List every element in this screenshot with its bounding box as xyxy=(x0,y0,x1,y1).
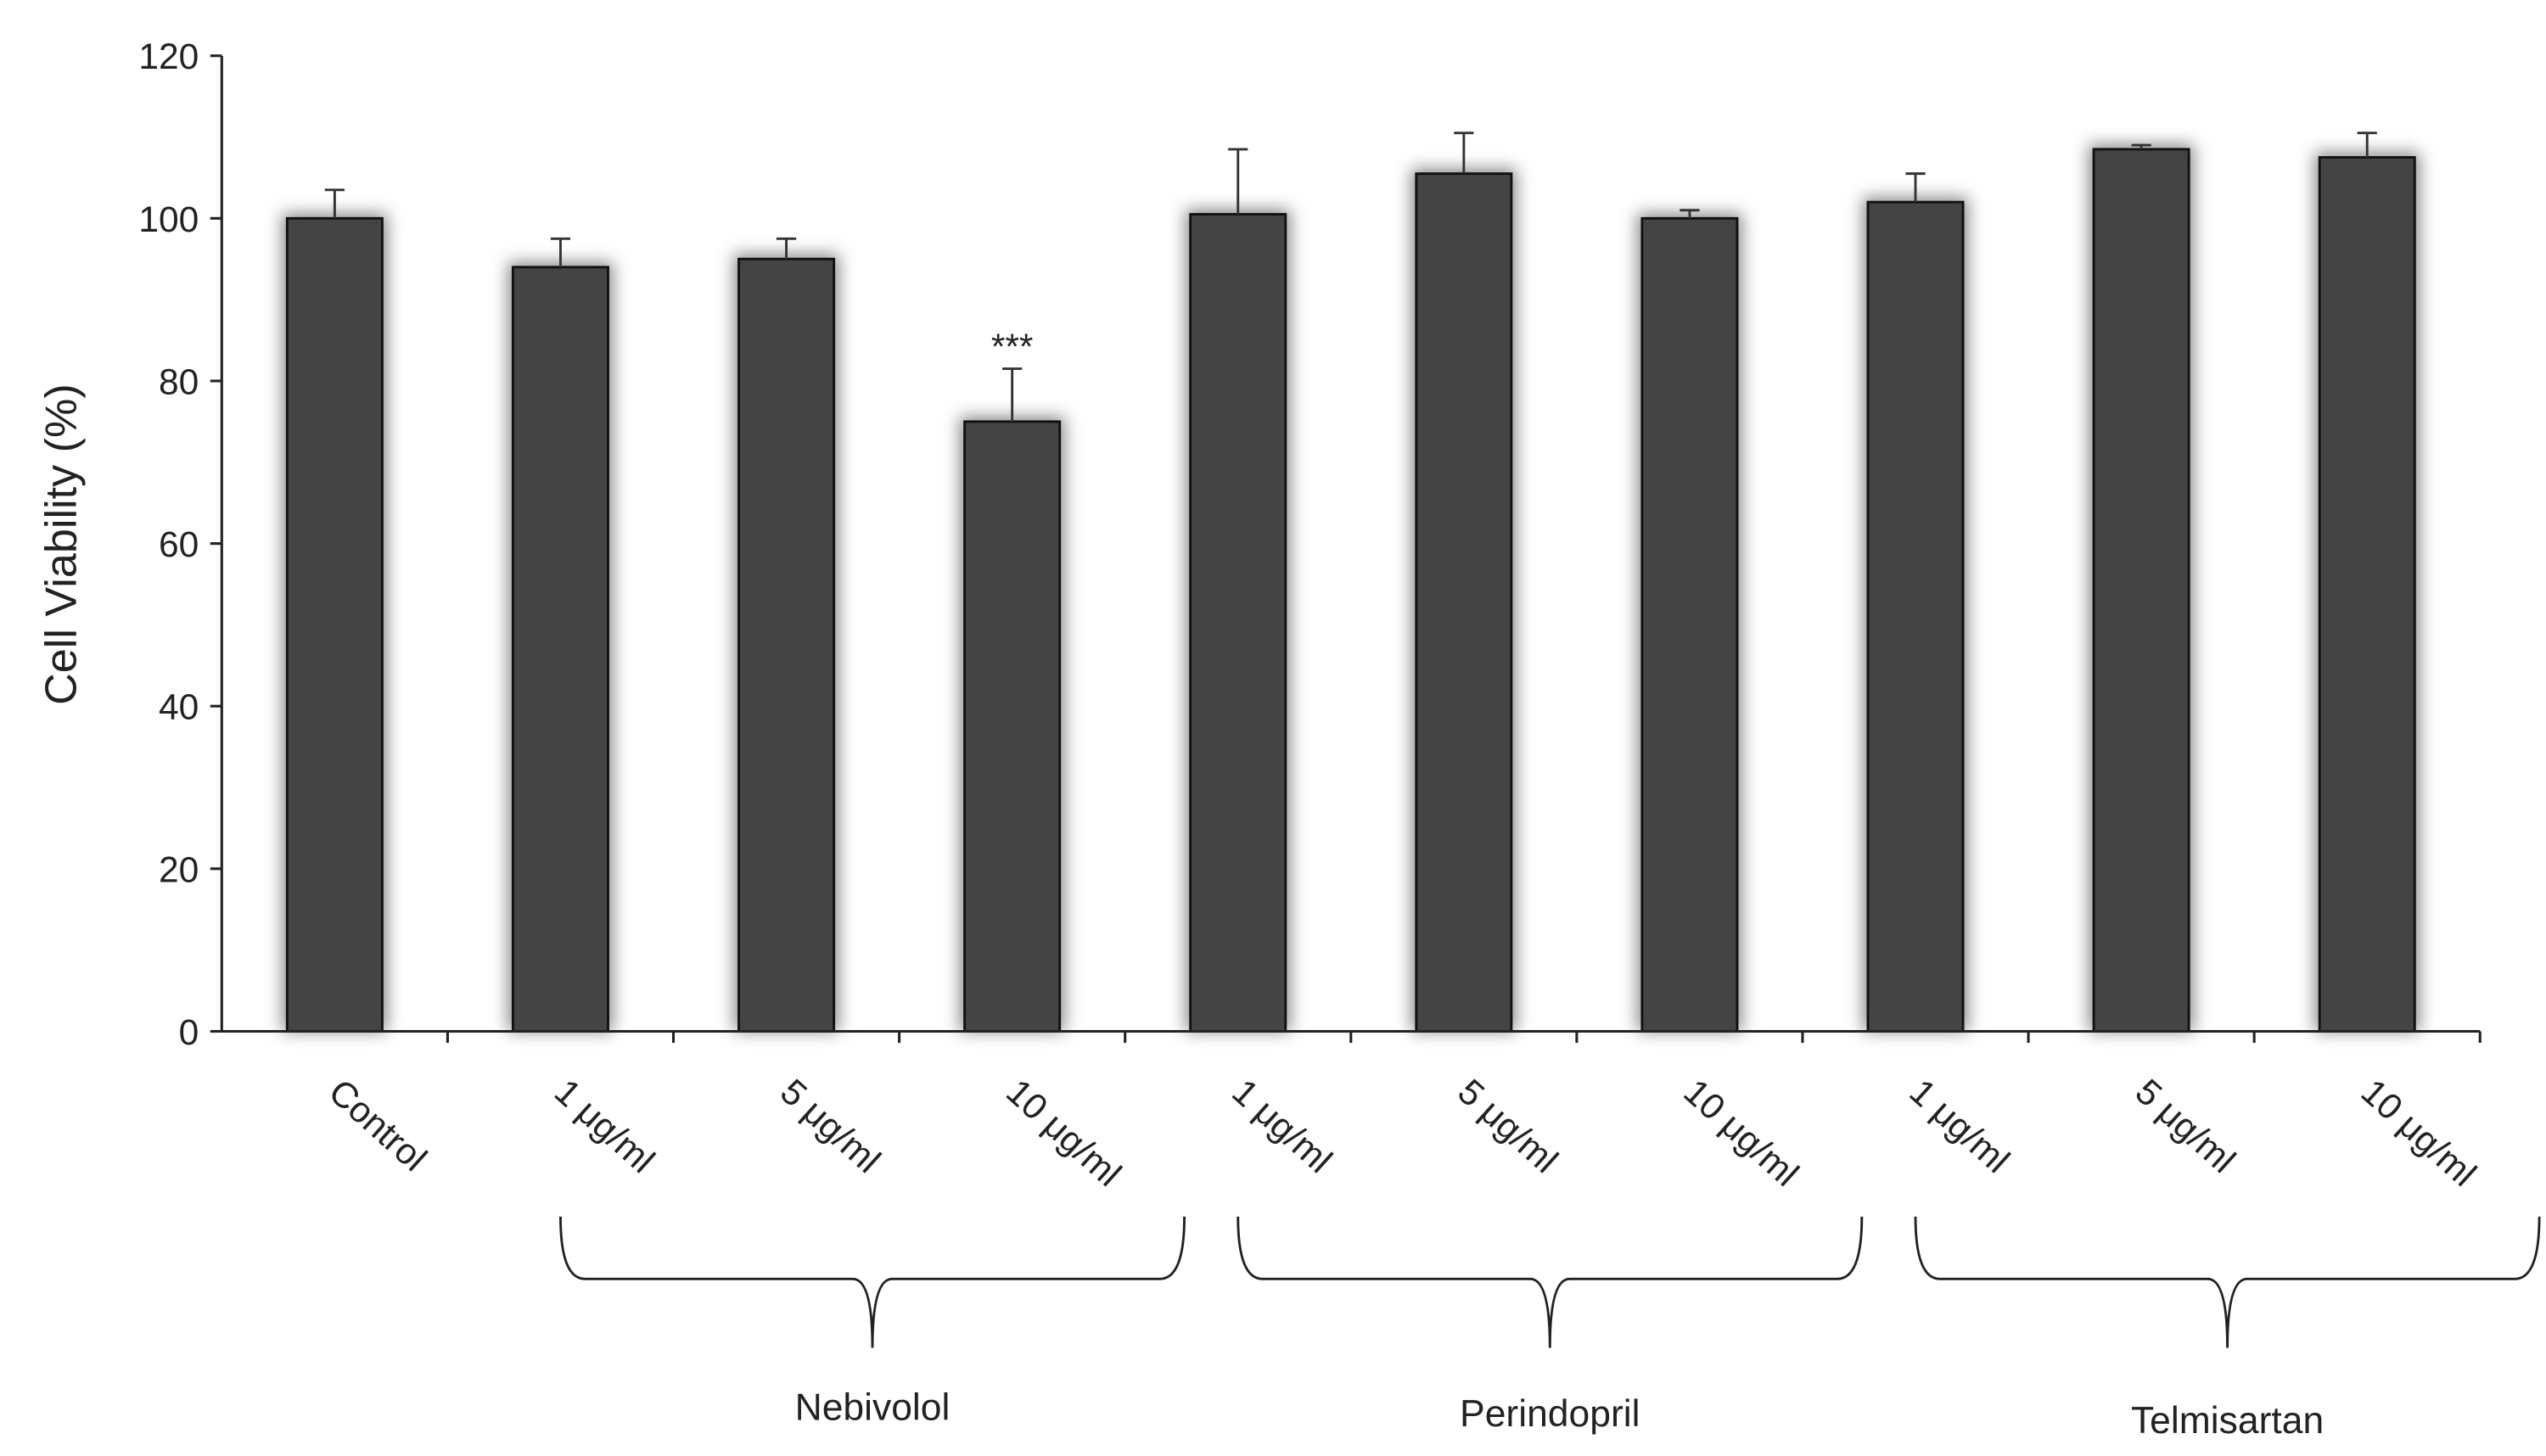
x-tick-label: 5 μg/ml xyxy=(1450,1072,1565,1181)
error-bar xyxy=(2357,132,2377,158)
error-bar xyxy=(776,237,797,260)
x-tick-label: 1 μg/ml xyxy=(1224,1072,1339,1181)
annotation: *** xyxy=(991,328,1034,367)
group-label: Perindopril xyxy=(1460,1393,1640,1435)
group-brace xyxy=(1914,1216,2541,1348)
y-tick-label: 60 xyxy=(159,525,199,565)
error-bar xyxy=(1002,367,1023,422)
bar xyxy=(737,257,836,1033)
x-tick-label: 1 μg/ml xyxy=(547,1072,662,1181)
bar xyxy=(1189,213,1287,1033)
y-tick-label: 120 xyxy=(138,37,199,77)
error-bar xyxy=(1228,148,1248,215)
error-bar xyxy=(1680,209,1700,219)
y-tick-label: 80 xyxy=(159,362,199,402)
y-tick-label: 40 xyxy=(159,688,199,728)
group-brace xyxy=(1237,1216,1864,1348)
bar xyxy=(1866,200,1965,1033)
bar xyxy=(285,216,384,1033)
y-tick-label: 20 xyxy=(159,850,199,890)
group-brace xyxy=(559,1216,1186,1348)
y-axis-label: Cell Viability (%) xyxy=(36,384,86,705)
x-tick-label: 10 μg/ml xyxy=(2353,1072,2483,1195)
y-tick-label: 0 xyxy=(179,1013,199,1053)
bar xyxy=(1640,216,1739,1033)
x-tick-label: Control xyxy=(321,1072,434,1179)
group-label: Telmisartan xyxy=(2131,1400,2324,1442)
bar xyxy=(2318,156,2416,1033)
bar xyxy=(963,420,1062,1033)
bar xyxy=(511,266,609,1033)
error-bar xyxy=(1905,172,1926,203)
x-tick-label: 10 μg/ml xyxy=(998,1072,1128,1195)
error-bar xyxy=(550,237,571,267)
x-tick-label: 5 μg/ml xyxy=(2128,1072,2243,1181)
bar xyxy=(1415,172,1513,1033)
x-tick-label: 5 μg/ml xyxy=(772,1072,888,1181)
y-tick-label: 100 xyxy=(138,200,199,240)
group-label: Nebivolol xyxy=(795,1386,951,1428)
x-tick-label: 1 μg/ml xyxy=(1902,1072,2017,1181)
x-tick-label: 10 μg/ml xyxy=(1676,1072,1806,1195)
error-bar xyxy=(1454,132,1474,174)
bar xyxy=(2092,148,2190,1033)
error-bar xyxy=(2131,143,2151,149)
error-bar xyxy=(324,188,345,219)
